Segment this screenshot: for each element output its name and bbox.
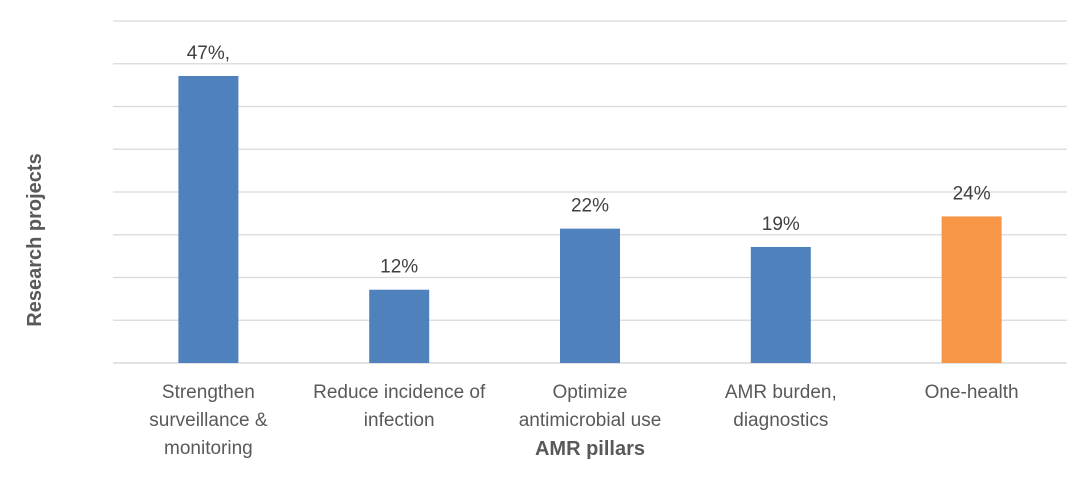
data-label: 22% xyxy=(571,196,609,217)
data-labels: 47%, 12% 22% 19% 24% xyxy=(187,43,991,278)
category-label-line: AMR burden, xyxy=(725,382,837,403)
category-label-line: Strengthen xyxy=(162,382,255,403)
data-label: 12% xyxy=(380,257,418,278)
bar-1 xyxy=(178,75,239,363)
category-label-line: One-health xyxy=(925,382,1019,403)
category-label-line: surveillance & xyxy=(149,410,268,431)
category-label: Strengthen surveillance & monitoring xyxy=(149,382,268,459)
bar-3 xyxy=(560,228,620,363)
category-label-line: infection xyxy=(364,410,435,431)
x-axis-title: AMR pillars xyxy=(535,438,645,460)
category-tick-labels: Strengthen surveillance & monitoring Reduce… xyxy=(149,382,1018,459)
bar-4 xyxy=(750,246,811,363)
data-label: 47%, xyxy=(187,43,230,64)
category-label: One-health xyxy=(925,382,1019,403)
data-label: 19% xyxy=(762,214,800,235)
category-label-line: Reduce incidence of xyxy=(313,382,486,403)
category-label: AMR burden, diagnostics xyxy=(725,382,837,431)
category-label-line: monitoring xyxy=(164,438,253,459)
bar-5 xyxy=(941,216,1002,363)
data-label: 24% xyxy=(953,183,991,204)
category-label: Reduce incidence of infection xyxy=(313,382,486,431)
category-label: Optimize antimicrobial use xyxy=(519,382,662,431)
category-label-line: diagnostics xyxy=(733,410,828,431)
bar-2 xyxy=(369,289,430,363)
category-label-line: Optimize xyxy=(553,382,628,403)
category-label-line: antimicrobial use xyxy=(519,410,662,431)
y-axis-title: Research projects xyxy=(24,153,46,326)
bars xyxy=(178,75,1002,363)
